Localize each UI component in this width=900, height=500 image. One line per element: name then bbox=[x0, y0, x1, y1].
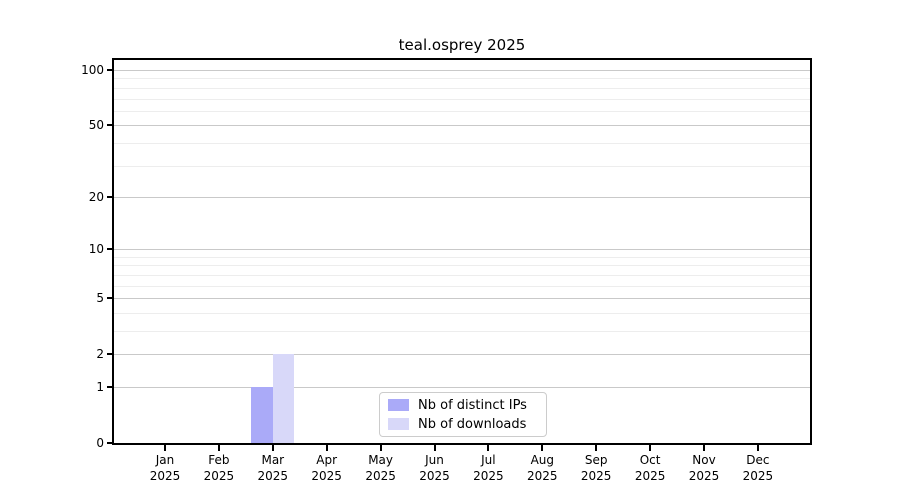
y-tick-label: 1 bbox=[96, 380, 104, 394]
x-tick-label: Nov 2025 bbox=[688, 453, 720, 483]
x-tick-label: May 2025 bbox=[365, 453, 396, 483]
gridline-minor bbox=[114, 312, 810, 314]
y-tick-label: 100 bbox=[81, 63, 104, 77]
gridline-minor bbox=[114, 110, 810, 112]
x-tick-label: Aug 2025 bbox=[527, 453, 558, 483]
legend: Nb of distinct IPs Nb of downloads bbox=[379, 392, 547, 437]
gridline-major bbox=[114, 249, 810, 251]
y-tick bbox=[107, 69, 113, 71]
legend-item-downloads: Nb of downloads bbox=[388, 417, 538, 432]
x-tick bbox=[217, 445, 220, 451]
gridline-minor bbox=[114, 165, 810, 167]
y-tick-label: 10 bbox=[88, 242, 104, 257]
gridline-minor bbox=[114, 331, 810, 332]
bar-downloads bbox=[272, 354, 295, 443]
x-tick bbox=[541, 445, 544, 451]
y-tick-label: 2 bbox=[96, 347, 104, 362]
y-tick bbox=[107, 297, 113, 300]
x-tick bbox=[487, 445, 490, 451]
x-tick bbox=[433, 445, 436, 451]
x-tick-label: Jan 2025 bbox=[149, 453, 181, 483]
chart-title: teal.osprey 2025 bbox=[398, 36, 526, 54]
y-tick-label: 5 bbox=[96, 291, 104, 306]
x-tick bbox=[164, 445, 166, 451]
x-tick-label: Oct 2025 bbox=[634, 453, 666, 483]
y-tick bbox=[107, 386, 113, 388]
legend-item-distinct-ips: Nb of distinct IPs bbox=[388, 398, 538, 413]
legend-swatch-downloads-icon bbox=[388, 418, 409, 430]
y-tick-label: 50 bbox=[88, 118, 104, 133]
x-tick bbox=[703, 445, 705, 451]
gridline-minor bbox=[114, 78, 810, 80]
y-tick bbox=[107, 353, 113, 356]
gridline-major bbox=[114, 354, 810, 356]
y-tick bbox=[107, 124, 113, 127]
axes-frame bbox=[112, 58, 812, 445]
x-tick-label: Feb 2025 bbox=[203, 453, 235, 483]
gridline-major bbox=[114, 70, 810, 71]
legend-swatch-distinct-ips-icon bbox=[388, 399, 409, 411]
y-tick bbox=[107, 442, 113, 444]
x-tick-label: Jun 2025 bbox=[419, 453, 450, 483]
x-tick bbox=[271, 445, 274, 451]
gridline-minor bbox=[114, 274, 810, 276]
legend-label-distinct-ips: Nb of distinct IPs bbox=[418, 397, 527, 413]
x-tick-label: Mar 2025 bbox=[257, 453, 289, 483]
legend-label-downloads: Nb of downloads bbox=[418, 416, 527, 432]
gridline-minor bbox=[114, 265, 810, 267]
x-tick bbox=[649, 445, 652, 451]
y-tick bbox=[107, 195, 113, 198]
x-tick bbox=[325, 445, 328, 451]
gridline-major bbox=[114, 196, 810, 198]
gridline-minor bbox=[114, 98, 810, 100]
x-tick bbox=[756, 445, 759, 451]
bar-distinct-ips bbox=[251, 387, 273, 443]
gridline-minor bbox=[114, 285, 810, 287]
x-tick bbox=[379, 445, 382, 451]
x-tick bbox=[595, 445, 598, 451]
y-tick-label: 20 bbox=[88, 189, 104, 204]
gridline-major bbox=[114, 298, 810, 300]
y-tick bbox=[107, 248, 113, 251]
y-tick-label: 0 bbox=[96, 436, 104, 450]
gridline-minor bbox=[114, 87, 810, 89]
gridline-minor bbox=[114, 142, 810, 144]
x-tick-label: Sep 2025 bbox=[580, 453, 612, 483]
x-tick-label: Dec 2025 bbox=[742, 453, 774, 483]
gridline-minor bbox=[114, 256, 810, 258]
gridline-major bbox=[114, 387, 810, 388]
x-tick-label: Apr 2025 bbox=[311, 453, 342, 483]
gridline-major bbox=[114, 125, 810, 127]
x-tick-label: Jul 2025 bbox=[473, 453, 504, 483]
